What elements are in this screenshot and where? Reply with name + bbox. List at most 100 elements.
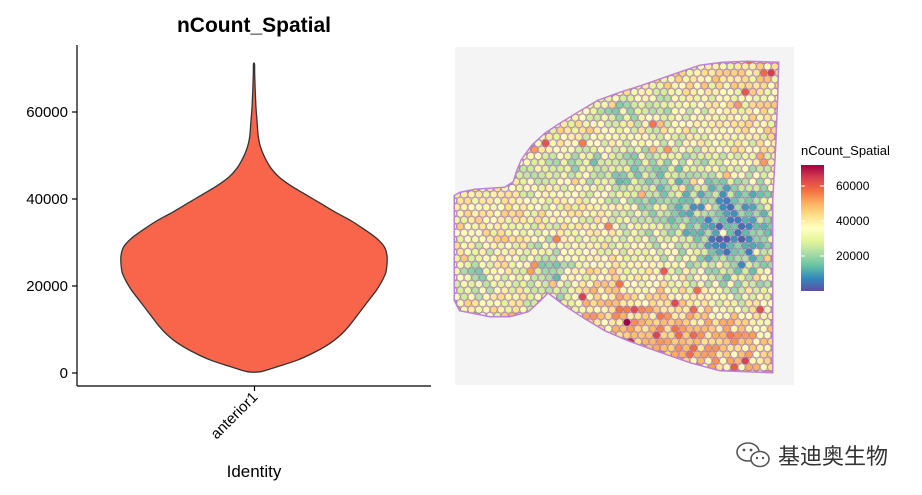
spot bbox=[556, 229, 564, 237]
spot bbox=[656, 299, 664, 307]
spot bbox=[623, 306, 631, 314]
spot bbox=[479, 248, 487, 256]
spot bbox=[652, 178, 661, 186]
spot bbox=[455, 222, 457, 230]
spot bbox=[638, 267, 646, 275]
spot bbox=[634, 133, 642, 141]
spot bbox=[749, 280, 757, 288]
spot bbox=[553, 210, 561, 218]
spot bbox=[504, 280, 513, 288]
spot bbox=[756, 306, 764, 314]
spot bbox=[723, 69, 731, 77]
spot bbox=[763, 318, 772, 326]
spot bbox=[549, 242, 557, 250]
violin-shapes bbox=[120, 62, 388, 373]
spot bbox=[649, 146, 657, 154]
spot bbox=[519, 242, 527, 250]
spot bbox=[615, 190, 624, 198]
spot bbox=[527, 203, 535, 211]
spot bbox=[645, 152, 653, 160]
spot bbox=[734, 165, 742, 173]
spot bbox=[627, 248, 635, 256]
spot bbox=[493, 299, 501, 307]
spot bbox=[656, 158, 664, 166]
spot bbox=[708, 274, 716, 282]
spot bbox=[693, 133, 701, 141]
spot bbox=[601, 203, 609, 211]
spot bbox=[660, 293, 668, 301]
spot bbox=[664, 94, 672, 102]
spot bbox=[738, 325, 746, 333]
spot bbox=[649, 299, 657, 307]
spot bbox=[738, 82, 746, 90]
spot bbox=[460, 229, 468, 237]
spot bbox=[553, 146, 561, 154]
spot bbox=[638, 229, 646, 237]
spot bbox=[556, 267, 564, 275]
spot bbox=[604, 299, 612, 307]
spot bbox=[634, 312, 642, 320]
spot bbox=[578, 216, 587, 224]
spot bbox=[601, 152, 609, 160]
spot bbox=[675, 293, 683, 301]
spot bbox=[590, 171, 598, 179]
spot bbox=[771, 75, 778, 83]
spot bbox=[715, 94, 723, 102]
spot bbox=[456, 210, 464, 218]
spot bbox=[708, 261, 716, 269]
spot bbox=[756, 344, 764, 352]
spot bbox=[556, 280, 564, 288]
spot bbox=[760, 107, 768, 115]
spot bbox=[479, 299, 487, 307]
spot bbox=[604, 235, 612, 243]
spot bbox=[723, 363, 731, 371]
spot bbox=[482, 280, 490, 288]
spot bbox=[545, 235, 553, 243]
spot bbox=[660, 318, 668, 326]
spot bbox=[660, 126, 668, 134]
spot bbox=[619, 107, 627, 115]
spot bbox=[738, 184, 746, 192]
spot bbox=[619, 325, 627, 333]
spot bbox=[493, 248, 501, 256]
spot bbox=[726, 114, 735, 122]
spot bbox=[634, 184, 642, 192]
spot bbox=[715, 248, 723, 256]
spot bbox=[715, 120, 723, 128]
spot bbox=[538, 210, 546, 218]
spot bbox=[686, 184, 694, 192]
spot bbox=[545, 133, 553, 141]
spot bbox=[534, 203, 542, 211]
spot bbox=[604, 146, 612, 154]
spot bbox=[760, 274, 768, 282]
spot bbox=[752, 107, 760, 115]
spot bbox=[671, 325, 679, 333]
spot bbox=[730, 158, 738, 166]
spot bbox=[527, 267, 535, 275]
spot bbox=[467, 267, 476, 275]
spot bbox=[741, 88, 749, 96]
spot bbox=[634, 94, 642, 102]
spot bbox=[593, 152, 601, 160]
spot bbox=[708, 158, 716, 166]
spot bbox=[726, 152, 735, 160]
spot bbox=[686, 338, 694, 346]
spot bbox=[615, 229, 624, 237]
spot bbox=[601, 126, 609, 134]
spot bbox=[686, 69, 694, 77]
spot bbox=[775, 82, 778, 90]
spot bbox=[678, 158, 686, 166]
spot bbox=[586, 306, 594, 314]
spot bbox=[549, 139, 557, 147]
spot bbox=[689, 165, 698, 173]
spot bbox=[675, 267, 683, 275]
spot bbox=[712, 331, 720, 339]
spot bbox=[538, 146, 546, 154]
spot bbox=[575, 286, 583, 294]
spot bbox=[675, 306, 683, 314]
spot bbox=[649, 94, 657, 102]
spot bbox=[719, 75, 727, 83]
spot bbox=[664, 133, 672, 141]
spot bbox=[697, 242, 705, 250]
